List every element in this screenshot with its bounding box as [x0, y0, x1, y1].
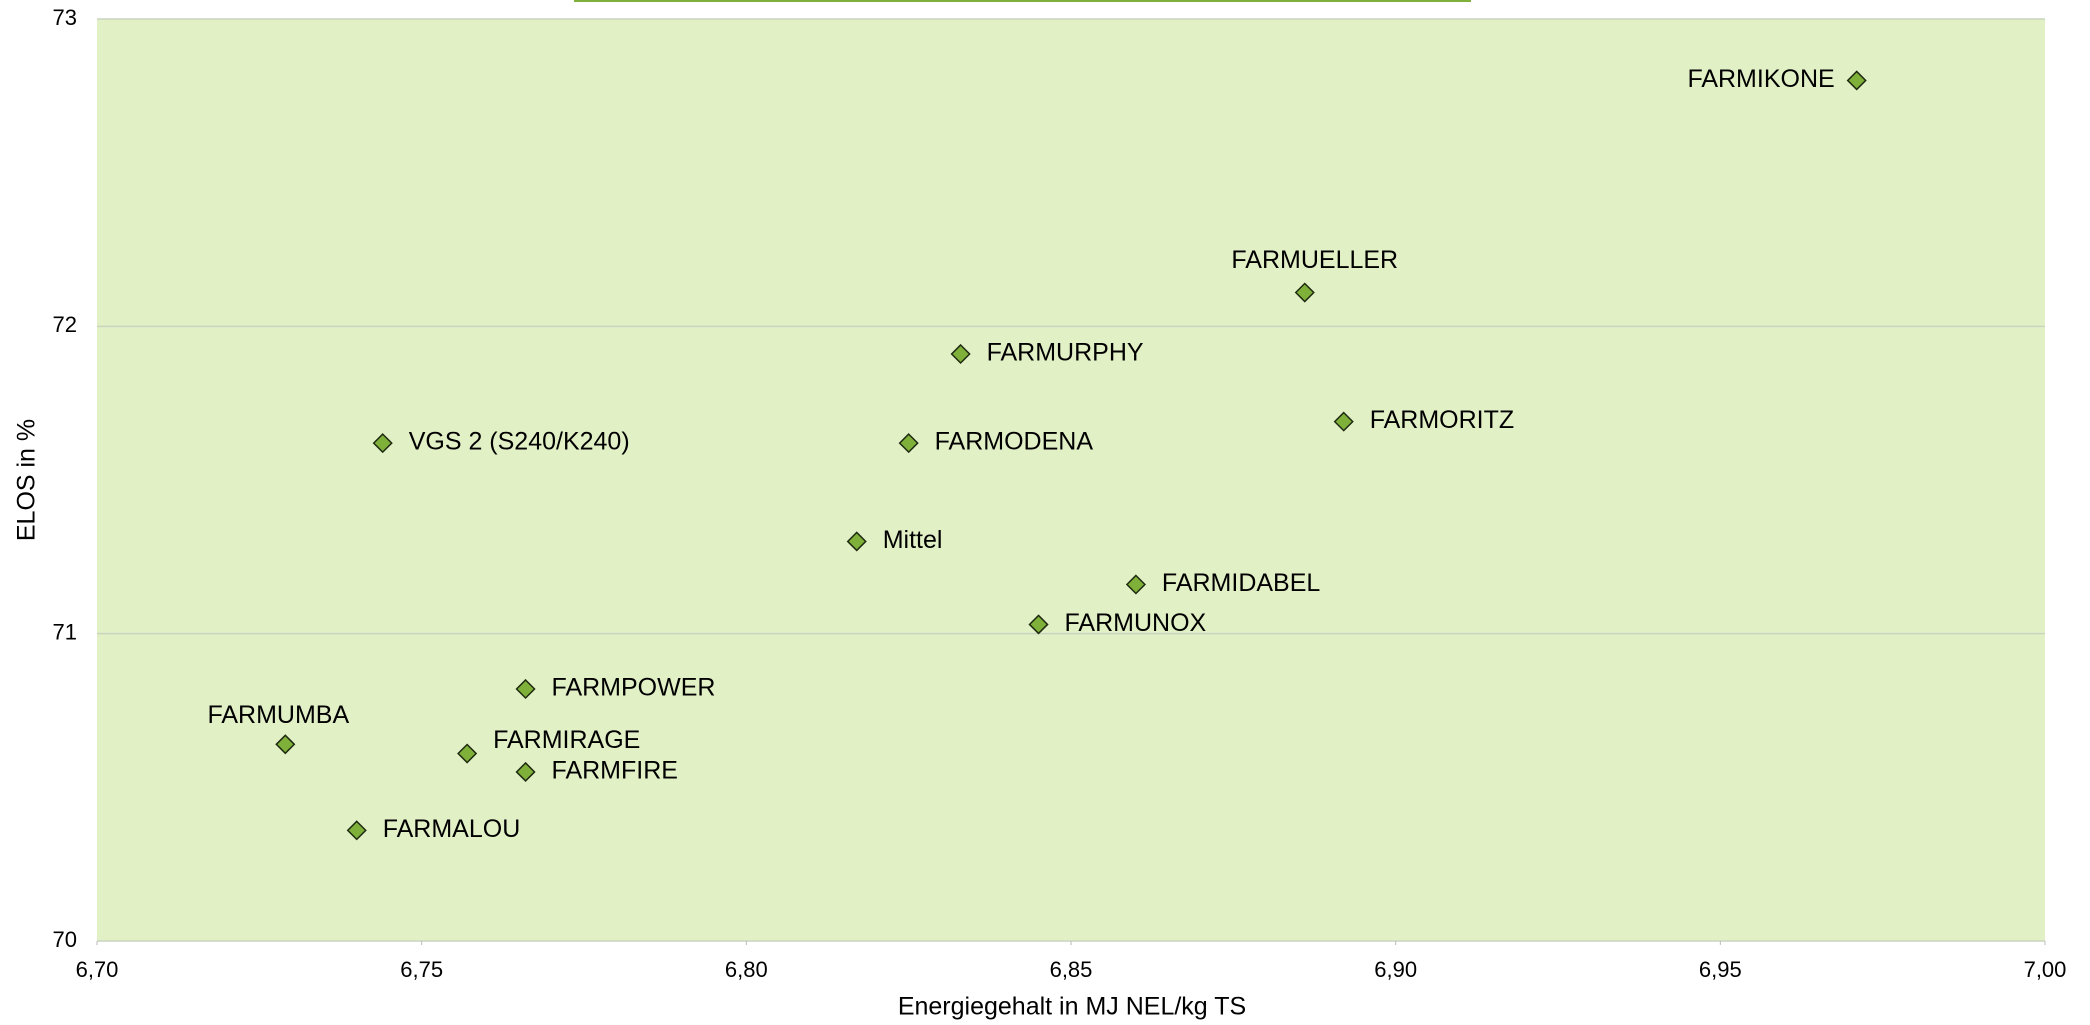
x-tick-label: 6,70 — [76, 957, 119, 982]
point-label: FARMUELLER — [1231, 246, 1398, 274]
point-label: FARMORITZ — [1370, 406, 1514, 434]
point-label: FARMIRAGE — [493, 726, 640, 754]
point — [1333, 411, 1354, 432]
x-tick-label: 6,85 — [1050, 957, 1093, 982]
point — [275, 734, 296, 755]
y-axis-title: ELOS in % — [13, 419, 41, 541]
x-tick-label: 6,90 — [1374, 957, 1417, 982]
y-tick-label: 70 — [53, 927, 77, 952]
point — [950, 343, 971, 365]
point-label: FARMUMBA — [207, 701, 349, 729]
point-label: FARMIKONE — [1687, 65, 1834, 93]
x-tick-label: 7,00 — [2024, 957, 2067, 982]
plot-area — [97, 19, 2045, 941]
point-label: FARMUNOX — [1065, 609, 1207, 637]
y-tick-label: 73 — [53, 5, 77, 30]
point-label: FARMFIRE — [552, 757, 678, 785]
point-label: FARMIDABEL — [1162, 569, 1320, 597]
point — [1294, 282, 1315, 303]
point — [515, 678, 536, 700]
point — [1125, 574, 1146, 595]
point — [898, 433, 919, 454]
point-label: VGS 2 (S240/K240) — [409, 428, 630, 456]
point — [1028, 614, 1049, 635]
y-tick-label: 72 — [53, 312, 77, 337]
point — [1846, 70, 1867, 91]
point-label: FARMODENA — [935, 428, 1094, 456]
x-tick-label: 6,80 — [725, 957, 768, 982]
x-axis-title: Energiegehalt in MJ NEL/kg TS — [898, 993, 1246, 1021]
x-tick-label: 6,75 — [400, 957, 443, 982]
point-label: Mittel — [883, 526, 943, 554]
point-label: FARMPOWER — [552, 674, 716, 702]
y-tick-label: 71 — [53, 619, 77, 644]
point-label: FARMURPHY — [987, 339, 1144, 367]
point-label: FARMALOU — [383, 815, 521, 843]
point — [372, 433, 393, 454]
x-tick-label: 6,95 — [1699, 957, 1742, 982]
point — [515, 761, 536, 783]
point — [457, 743, 478, 764]
point — [346, 820, 367, 841]
point — [846, 531, 867, 552]
